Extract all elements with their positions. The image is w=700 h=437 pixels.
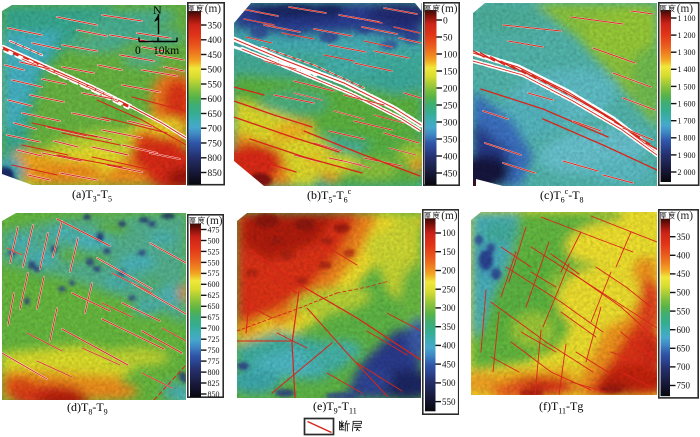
svg-text:50: 50 bbox=[443, 33, 453, 43]
svg-text:350: 350 bbox=[677, 232, 691, 242]
svg-text:350: 350 bbox=[443, 135, 458, 145]
svg-text:(m): (m) bbox=[204, 3, 221, 15]
svg-text:600: 600 bbox=[207, 95, 222, 105]
svg-text:500: 500 bbox=[442, 378, 456, 388]
svg-text:850: 850 bbox=[208, 390, 220, 398]
svg-text:550: 550 bbox=[677, 307, 691, 317]
svg-text:450: 450 bbox=[443, 169, 458, 179]
svg-text:350: 350 bbox=[207, 21, 222, 31]
svg-text:550: 550 bbox=[208, 258, 220, 267]
svg-text:600: 600 bbox=[208, 280, 220, 289]
svg-text:250: 250 bbox=[442, 284, 456, 294]
svg-text:575: 575 bbox=[208, 269, 220, 278]
svg-text:300: 300 bbox=[443, 118, 458, 128]
svg-text:(m): (m) bbox=[677, 210, 694, 222]
svg-text:500: 500 bbox=[208, 236, 220, 245]
svg-text:1 200: 1 200 bbox=[678, 31, 696, 40]
svg-text:150: 150 bbox=[443, 67, 458, 77]
svg-text:N: N bbox=[153, 5, 162, 17]
svg-text:1 400: 1 400 bbox=[678, 65, 696, 74]
svg-text:200: 200 bbox=[443, 84, 458, 94]
svg-text:775: 775 bbox=[208, 357, 220, 366]
svg-text:700: 700 bbox=[208, 324, 220, 333]
svg-text:250: 250 bbox=[443, 101, 458, 111]
svg-text:350: 350 bbox=[442, 322, 456, 332]
svg-text:450: 450 bbox=[677, 269, 691, 279]
svg-text:550: 550 bbox=[207, 80, 222, 90]
svg-text:1 900: 1 900 bbox=[678, 151, 696, 160]
svg-text:0: 0 bbox=[135, 45, 141, 57]
svg-text:675: 675 bbox=[208, 313, 220, 322]
svg-text:750: 750 bbox=[677, 381, 691, 391]
svg-text:800: 800 bbox=[207, 154, 222, 164]
svg-text:650: 650 bbox=[207, 110, 222, 120]
svg-text:500: 500 bbox=[207, 66, 222, 76]
svg-text:150: 150 bbox=[442, 247, 456, 257]
svg-text:525: 525 bbox=[208, 247, 220, 256]
svg-text:850: 850 bbox=[207, 169, 222, 179]
svg-text:650: 650 bbox=[677, 344, 691, 354]
svg-text:(m): (m) bbox=[441, 210, 458, 222]
svg-text:400: 400 bbox=[677, 251, 691, 261]
svg-text:825: 825 bbox=[208, 379, 220, 388]
svg-text:10km: 10km bbox=[153, 45, 179, 57]
svg-text:450: 450 bbox=[442, 359, 456, 369]
svg-text:(m): (m) bbox=[677, 3, 694, 15]
svg-text:1 600: 1 600 bbox=[678, 99, 696, 108]
svg-text:100: 100 bbox=[443, 50, 458, 60]
svg-text:(m): (m) bbox=[441, 3, 458, 15]
svg-text:550: 550 bbox=[442, 396, 456, 406]
svg-text:1 800: 1 800 bbox=[678, 134, 696, 143]
svg-text:400: 400 bbox=[443, 152, 458, 162]
svg-text:100: 100 bbox=[442, 228, 456, 238]
svg-text:700: 700 bbox=[677, 362, 691, 372]
svg-text:750: 750 bbox=[207, 139, 222, 149]
svg-text:0: 0 bbox=[443, 16, 448, 26]
svg-text:1 700: 1 700 bbox=[678, 117, 696, 126]
svg-text:750: 750 bbox=[208, 346, 220, 355]
svg-text:800: 800 bbox=[208, 368, 220, 377]
svg-text:450: 450 bbox=[207, 51, 222, 61]
svg-text:300: 300 bbox=[442, 303, 456, 313]
svg-text:(m): (m) bbox=[206, 215, 223, 227]
svg-text:650: 650 bbox=[208, 302, 220, 311]
svg-text:475: 475 bbox=[208, 225, 220, 234]
svg-text:1 100: 1 100 bbox=[678, 14, 696, 23]
svg-text:700: 700 bbox=[207, 125, 222, 135]
svg-text:400: 400 bbox=[442, 340, 456, 350]
svg-text:400: 400 bbox=[207, 36, 222, 46]
svg-text:725: 725 bbox=[208, 335, 220, 344]
svg-text:200: 200 bbox=[442, 265, 456, 275]
svg-text:1 500: 1 500 bbox=[678, 82, 696, 91]
svg-text:2 000: 2 000 bbox=[678, 168, 696, 177]
svg-text:500: 500 bbox=[677, 288, 691, 298]
svg-text:600: 600 bbox=[677, 325, 691, 335]
svg-text:1 300: 1 300 bbox=[678, 48, 696, 57]
svg-text:625: 625 bbox=[208, 291, 220, 300]
